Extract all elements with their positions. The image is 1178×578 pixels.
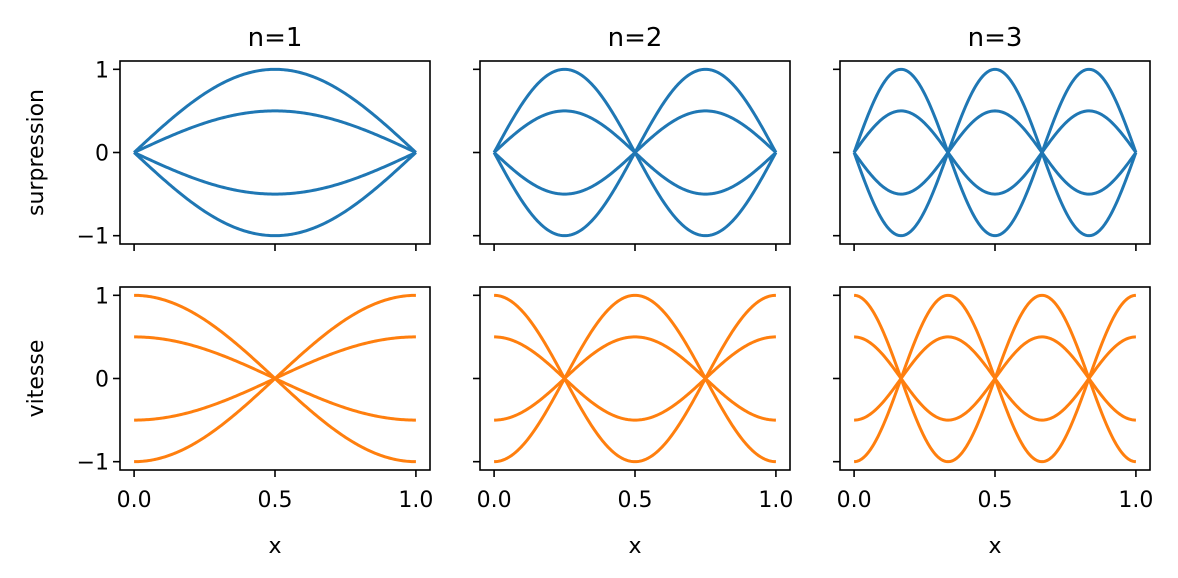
vitesse-line-n2-amp1 bbox=[494, 293, 776, 464]
vitesse-line-n3-amp-1 bbox=[853, 293, 1137, 464]
x-tick-label: 0.5 bbox=[978, 488, 1013, 513]
x-tick-label: 0.0 bbox=[477, 488, 512, 513]
panel-title: n=2 bbox=[608, 23, 663, 53]
panel-vitesse-n3: 0.0 0.5 1.0 x bbox=[833, 286, 1153, 559]
panel-surpression-n2: n=2 bbox=[473, 23, 791, 251]
x-tick-label: 1.0 bbox=[758, 488, 793, 513]
surpression-line-n3-amp-0.5 bbox=[852, 109, 1138, 196]
y-tick-label: 0 bbox=[95, 368, 109, 393]
x-tick-label: 1.0 bbox=[398, 488, 433, 513]
x-axis-label: x bbox=[628, 534, 641, 559]
surpression-line-n1-amp1 bbox=[133, 67, 417, 154]
plot-frame bbox=[839, 60, 1151, 245]
y-tick-label: −1 bbox=[77, 451, 109, 476]
y-tick-label: 1 bbox=[95, 284, 109, 309]
surpression-line-n1-amp-0.5 bbox=[133, 151, 417, 196]
vitesse-line-n2-amp-1 bbox=[494, 293, 776, 464]
y-axis-label: surpression bbox=[24, 89, 49, 216]
vitesse-line-n1-amp-1 bbox=[134, 293, 416, 464]
x-tick-label: 0.0 bbox=[117, 488, 152, 513]
vitesse-line-n2-amp-0.5 bbox=[494, 335, 776, 422]
x-axis-label: x bbox=[268, 534, 281, 559]
surpression-line-n2-amp-1 bbox=[492, 67, 778, 238]
panel-title: n=1 bbox=[248, 23, 303, 53]
y-tick-label: 0 bbox=[95, 142, 109, 167]
panel-title: n=3 bbox=[968, 23, 1023, 53]
surpression-line-n1-amp-1 bbox=[133, 151, 417, 238]
x-tick-label: 0.0 bbox=[837, 488, 872, 513]
panel-vitesse-n1: −1 0 1 0.0 0.5 1.0 x vitesse bbox=[24, 284, 433, 559]
panel-surpression-n1: −1 0 1 n=1 surpression bbox=[24, 23, 431, 251]
panel-vitesse-n2: 0.0 0.5 1.0 x bbox=[473, 286, 793, 559]
x-tick-label: 0.5 bbox=[258, 488, 293, 513]
vitesse-line-n2-amp0.5 bbox=[494, 335, 776, 422]
x-tick-label: 0.5 bbox=[618, 488, 653, 513]
surpression-line-n1-amp0.5 bbox=[133, 109, 417, 154]
y-axis-label: vitesse bbox=[24, 340, 49, 418]
y-tick-label: −1 bbox=[77, 225, 109, 250]
x-axis-label: x bbox=[988, 534, 1001, 559]
y-tick-label: 1 bbox=[95, 58, 109, 83]
panel-surpression-n3: n=3 bbox=[833, 23, 1151, 251]
surpression-line-n3-amp1 bbox=[852, 67, 1138, 238]
surpression-line-n3-amp0.5 bbox=[852, 109, 1138, 196]
surpression-line-n3-amp-1 bbox=[852, 67, 1138, 238]
plot-frame bbox=[119, 60, 431, 245]
x-tick-label: 1.0 bbox=[1118, 488, 1153, 513]
